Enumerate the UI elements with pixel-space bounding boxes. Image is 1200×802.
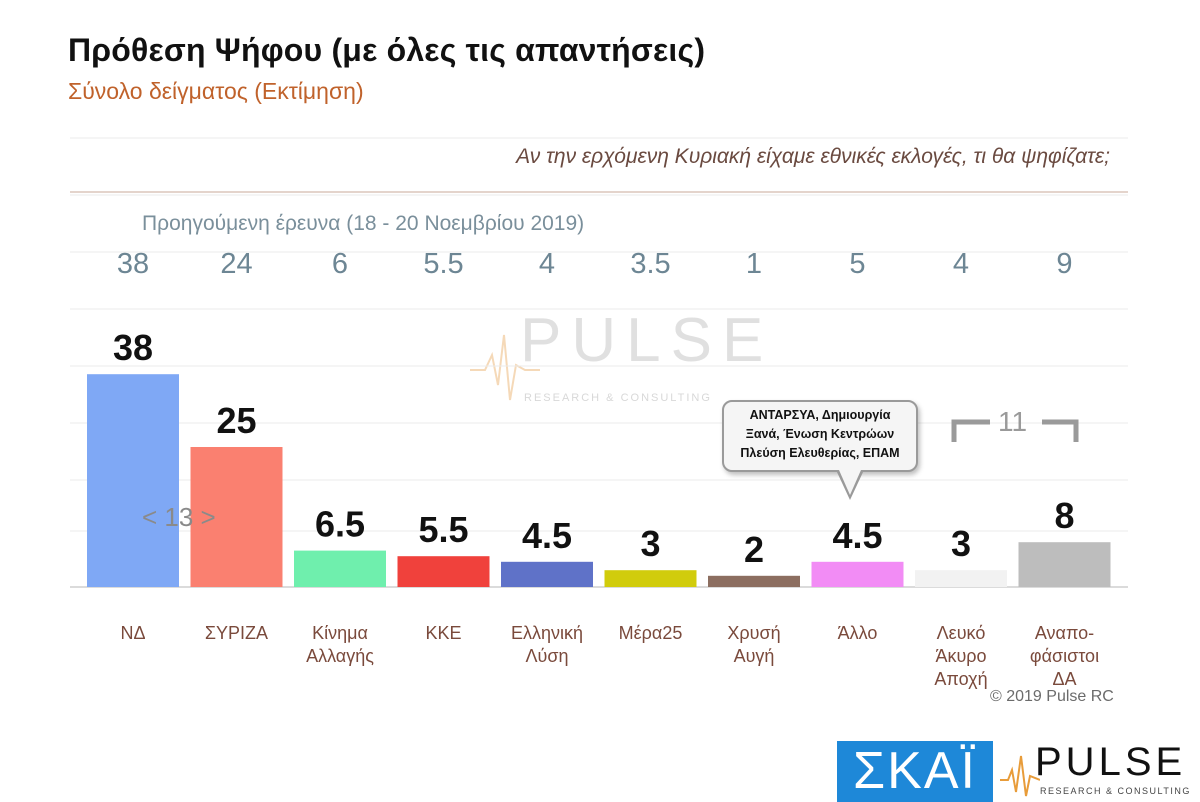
previous-value: 3.5 [630,248,671,280]
category-label-line: Αυγή [733,646,775,666]
previous-survey-label: Προηγούμενη έρευνα (18 - 20 Νοεμβρίου 20… [142,212,585,235]
bar [811,561,904,587]
previous-value: 1 [745,248,763,280]
skai-logo: ΣΚΑΪ [837,741,993,802]
category-label-line: ΚΚΕ [425,623,462,643]
bracket-annotation [951,419,1079,442]
survey-question: Αν την ερχόμενη Κυριακή είχαμε εθνικές ε… [516,145,1110,168]
range-annotation-other: 11 [998,406,1028,437]
data-label: 8 [1054,495,1074,536]
other-parties-callout: ΑΝΤΑΡΣΥΑ, Δημιουργία Ξανά, Ένωση Κεντρώω… [722,400,918,472]
bar [87,374,179,587]
category-label: ΚΚΕ [394,622,494,645]
watermark-text: PULSE [520,306,774,375]
pulse-logo: PULSE [1035,740,1187,784]
previous-value: 5 [849,248,866,280]
pulse-logo-sub: RESEARCH & CONSULTING [1040,786,1191,796]
category-label-line: Άλλο [837,623,878,643]
category-label: ΣΥΡΙΖΑ [187,622,287,645]
data-label: 38 [113,327,153,368]
data-label: 3 [640,523,660,564]
previous-value: 9 [1056,248,1073,280]
bar [604,570,697,587]
data-label: 4.5 [522,515,572,556]
category-label-line: Κίνημα [312,623,368,643]
bar [1018,542,1111,587]
category-label-line: Αποχή [934,669,988,689]
pulse-logo-icon [1000,755,1040,797]
chart-title: Πρόθεση Ψήφου (με όλες τις απαντήσεις) [68,32,706,68]
data-label: 6.5 [315,504,365,545]
category-label: Μέρα25 [601,622,701,645]
category-label-line: Ελληνική [510,623,584,643]
category-label-line: Μέρα25 [618,623,683,643]
category-label-line: Λύση [525,646,569,666]
copyright: © 2019 Pulse RC [990,688,1114,705]
data-label: 3 [951,523,971,564]
bar [708,575,800,587]
category-label: Χρυσή Αυγή [704,622,804,668]
category-label: Αναπο-φάσιστοι ΔΑ [1015,622,1115,691]
category-label-line: φάσιστοι [1029,646,1100,666]
bar [397,556,490,587]
category-label: Ελληνική Λύση [497,622,597,668]
data-label: 25 [216,400,256,441]
bar [501,561,593,587]
category-label-line: Χρυσή [727,623,781,643]
category-label-line: Αλλαγής [306,646,374,666]
callout-line: Πλεύση Ελευθερίας, ΕΠΑΜ [740,446,900,460]
category-label-line: ΝΔ [120,623,146,643]
category-label-line: Αναπο- [1034,623,1095,643]
category-label: Άλλο [808,622,908,645]
category-label: Λευκό Άκυρο Αποχή [911,622,1011,691]
category-label-line: Άκυρο [935,646,987,666]
data-label: 5.5 [418,509,468,550]
bar [294,550,386,587]
previous-value: 6 [331,248,349,280]
watermark-sub: RESEARCH & CONSULTING [524,392,712,404]
previous-value: 5.5 [423,248,464,280]
bar [915,570,1007,587]
previous-value: 4 [538,248,556,280]
category-label-line: ΣΥΡΙΖΑ [204,623,269,643]
range-annotation-nd-syriza: < 13 > [142,502,216,532]
chart-subtitle: Σύνολο δείγματος (Εκτίμηση) [68,78,364,104]
callout-line: Ξανά, Ένωση Κεντρώων [745,427,895,441]
data-label: 4.5 [832,515,882,556]
previous-value: 24 [220,248,253,280]
category-label: ΝΔ [83,622,183,645]
category-label-line: ΔΑ [1052,669,1077,689]
previous-value: 38 [116,248,150,280]
pulse-watermark-icon [470,334,540,401]
data-label: 2 [744,529,764,570]
category-label: Κίνημα Αλλαγής [290,622,390,668]
callout-tail-inner [839,470,861,495]
callout-line: ΑΝΤΑΡΣΥΑ, Δημιουργία [749,408,891,422]
bar [190,447,283,587]
category-label-line: Λευκό [936,623,986,643]
previous-value: 4 [952,248,970,280]
